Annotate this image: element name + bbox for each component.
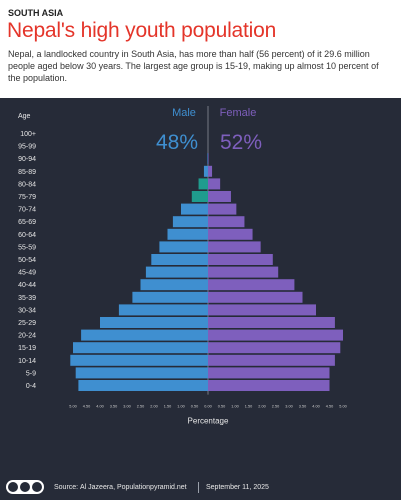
chart-panel: Age Male Female 48% 52% 100+ 95-99 90-94 85-89 80… — [0, 98, 401, 475]
age-tick-label: 90-94 — [18, 156, 36, 163]
x-tick-label: 4.00 — [96, 405, 103, 409]
age-tick-label: 40-44 — [18, 282, 36, 289]
male-bar-50-54 — [151, 254, 208, 265]
age-tick-label: 20-24 — [18, 333, 36, 340]
female-total: 52% — [220, 131, 262, 154]
male-bar-35-39 — [132, 291, 208, 303]
age-tick-label: 45-49 — [18, 270, 36, 277]
male-bar-85-89 — [203, 165, 208, 177]
female-bar-70-74 — [208, 203, 237, 215]
footer: Source: Al Jazeera, Populationpyramid.ne… — [0, 475, 401, 500]
x-tick-label: 5.00 — [339, 405, 346, 409]
x-tick-label: 4.50 — [83, 405, 90, 409]
female-bar-10-14 — [208, 354, 335, 366]
male-total: 48% — [156, 131, 198, 154]
female-bar-50-54 — [208, 254, 273, 265]
male-bar-60-64 — [167, 228, 208, 240]
age-tick-label: 100+ — [20, 131, 36, 138]
age-axis-label: Age — [18, 113, 31, 120]
x-tick-label: 1.50 — [164, 405, 171, 409]
x-tick-label: 2.00 — [258, 405, 265, 409]
male-bar-0-4 — [78, 380, 209, 391]
male-bar-45-49 — [145, 266, 208, 278]
x-tick-label: 2.00 — [150, 405, 157, 409]
x-tick-label: 0.00 — [204, 405, 211, 409]
source-label: Source: — [54, 484, 79, 491]
age-tick-label: 30-34 — [18, 307, 36, 314]
male-bar-90-94 — [207, 153, 208, 165]
publish-date: September 11, 2025 — [206, 484, 269, 491]
age-tick-label: 0-4 — [26, 383, 36, 390]
age-tick-label: 10-14 — [18, 358, 36, 365]
female-bar-5-9 — [208, 367, 330, 379]
female-bar-45-49 — [208, 266, 279, 278]
male-bar-40-44 — [140, 279, 208, 291]
x-tick-label: 4.50 — [326, 405, 333, 409]
male-bar-10-14 — [70, 354, 208, 366]
age-tick-label: 55-59 — [18, 244, 36, 251]
age-tick-label: 15-19 — [18, 345, 36, 352]
female-bar-20-24 — [208, 329, 343, 341]
female-bar-25-29 — [208, 317, 335, 328]
female-bar-35-39 — [208, 291, 303, 303]
age-tick-label: 75-79 — [18, 194, 36, 201]
x-tick-label: 3.00 — [123, 405, 130, 409]
female-bar-65-69 — [208, 216, 245, 228]
male-bar-20-24 — [81, 329, 208, 341]
male-bar-15-19 — [73, 342, 208, 354]
female-bar-30-34 — [208, 304, 316, 316]
x-tick-label: 3.50 — [110, 405, 117, 409]
female-bar-75-79 — [208, 191, 231, 202]
female-bar-0-4 — [208, 380, 330, 391]
age-tick-label: 35-39 — [18, 295, 36, 302]
male-bar-5-9 — [75, 367, 208, 379]
age-tick-label: 80-84 — [18, 181, 36, 188]
creative-commons-icon — [6, 480, 44, 494]
x-tick-label: 5.00 — [69, 405, 76, 409]
male-bar-65-69 — [172, 216, 208, 228]
female-bar-80-84 — [208, 178, 221, 190]
x-tick-label: 0.50 — [218, 405, 225, 409]
female-bar-60-64 — [208, 228, 253, 240]
page-title: Nepal's high youth population — [7, 19, 277, 42]
x-tick-label: 1.00 — [177, 405, 184, 409]
female-bar-90-94 — [208, 153, 209, 165]
legend-female: Female — [220, 107, 257, 119]
x-tick-label: 2.50 — [272, 405, 279, 409]
x-tick-label: 3.50 — [299, 405, 306, 409]
legend-male: Male — [172, 107, 196, 119]
age-tick-label: 50-54 — [18, 257, 36, 264]
source-text: Al Jazeera, Populationpyramid.net — [80, 484, 187, 491]
age-tick-label: 65-69 — [18, 219, 36, 226]
footer-divider — [198, 482, 199, 493]
male-bar-25-29 — [100, 317, 208, 328]
x-tick-label: 4.00 — [312, 405, 319, 409]
age-tick-label: 95-99 — [18, 144, 36, 151]
male-bar-30-34 — [118, 304, 208, 316]
female-bar-15-19 — [208, 342, 341, 354]
female-bar-40-44 — [208, 279, 295, 291]
female-bar-85-89 — [208, 165, 213, 177]
age-tick-label: 85-89 — [18, 169, 36, 176]
x-tick-label: 1.50 — [245, 405, 252, 409]
kicker: SOUTH ASIA — [8, 8, 64, 18]
male-bar-55-59 — [159, 241, 208, 253]
age-tick-label: 70-74 — [18, 207, 36, 214]
age-tick-label: 5-9 — [26, 370, 36, 377]
x-tick-label: 0.50 — [191, 405, 198, 409]
age-tick-label: 60-64 — [18, 232, 36, 239]
male-bar-70-74 — [181, 203, 208, 215]
x-tick-label: 3.00 — [285, 405, 292, 409]
x-tick-label: 1.00 — [231, 405, 238, 409]
x-tick-label: 2.50 — [137, 405, 144, 409]
female-bar-55-59 — [208, 241, 261, 253]
x-axis-title: Percentage — [188, 417, 229, 426]
male-bar-75-79 — [191, 191, 208, 202]
age-tick-label: 25-29 — [18, 320, 36, 327]
subtitle: Nepal, a landlocked country in South Asi… — [8, 49, 379, 83]
male-bar-80-84 — [198, 178, 208, 190]
population-pyramid-chart: Age Male Female 48% 52% 100+ 95-99 90-94 85-89 80… — [18, 106, 347, 426]
